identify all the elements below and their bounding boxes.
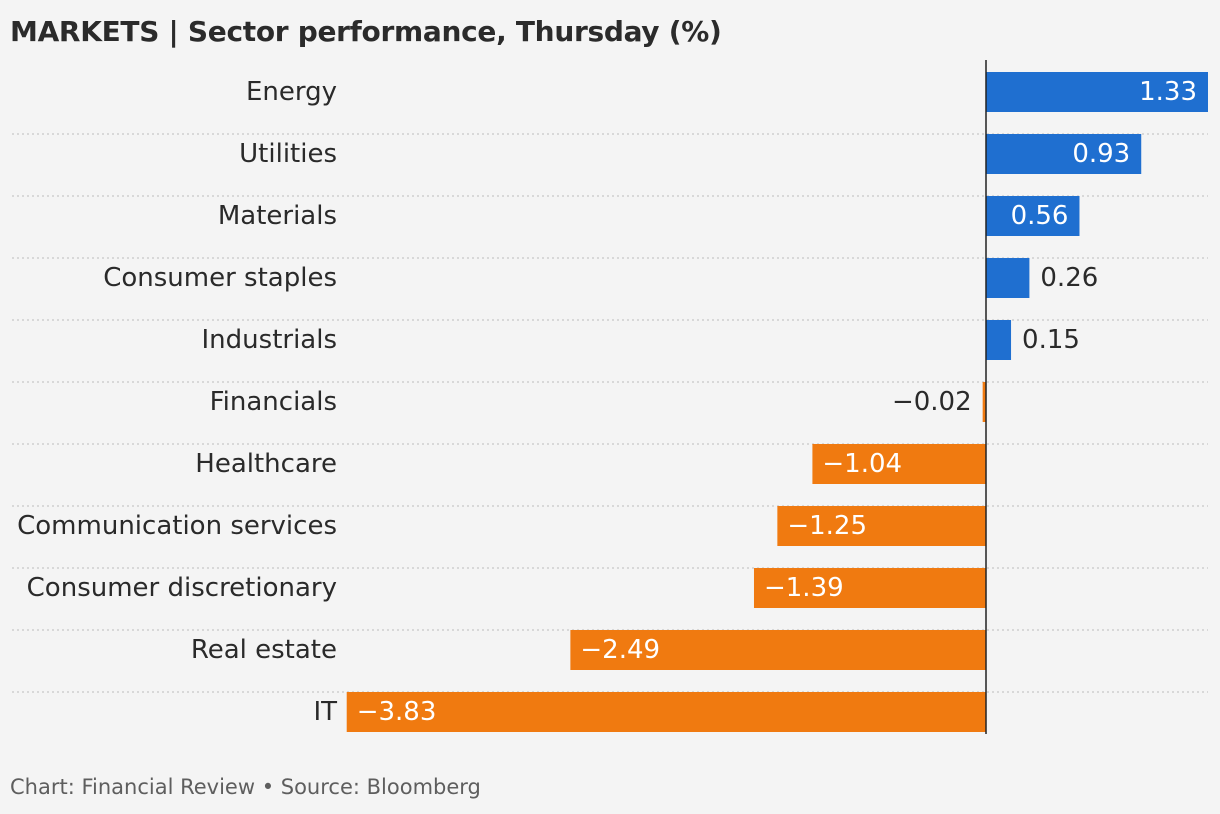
category-label: Communication services xyxy=(17,511,337,541)
category-label: Industrials xyxy=(202,325,337,355)
value-label: −1.04 xyxy=(822,449,902,479)
value-label: −3.83 xyxy=(357,697,437,727)
bar xyxy=(986,196,1080,236)
value-label: 0.15 xyxy=(1022,325,1080,355)
bar xyxy=(570,630,986,670)
category-label: Energy xyxy=(246,77,337,107)
value-label: 0.56 xyxy=(1011,201,1069,231)
value-label: −2.49 xyxy=(580,635,660,665)
category-label: Consumer discretionary xyxy=(27,573,337,603)
value-label: 0.26 xyxy=(1040,263,1098,293)
category-label: Real estate xyxy=(191,635,337,665)
chart-footer: Chart: Financial Review • Source: Bloomb… xyxy=(10,775,481,799)
category-label: Utilities xyxy=(239,139,337,169)
value-label: −1.39 xyxy=(764,573,844,603)
bar xyxy=(986,320,1012,360)
value-label: −1.25 xyxy=(787,511,867,541)
bar xyxy=(986,134,1142,174)
value-label: 0.93 xyxy=(1072,139,1130,169)
category-label: IT xyxy=(313,697,337,727)
bar xyxy=(986,258,1030,298)
bar xyxy=(753,568,986,608)
value-label: −0.02 xyxy=(892,387,972,417)
bar xyxy=(986,72,1208,112)
bar xyxy=(812,444,986,484)
bar xyxy=(982,382,986,422)
category-label: Healthcare xyxy=(195,449,337,479)
chart-title: MARKETS | Sector performance, Thursday (… xyxy=(10,15,722,48)
bar-chart: Energy 1.33 Utilities 0.93 Materials 0.56 Cons… xyxy=(12,60,1208,734)
category-label: Financials xyxy=(210,387,337,417)
category-label: Consumer staples xyxy=(103,263,337,293)
bar xyxy=(777,506,986,546)
category-label: Materials xyxy=(218,201,337,231)
value-label: 1.33 xyxy=(1139,77,1197,107)
bar xyxy=(346,692,986,732)
